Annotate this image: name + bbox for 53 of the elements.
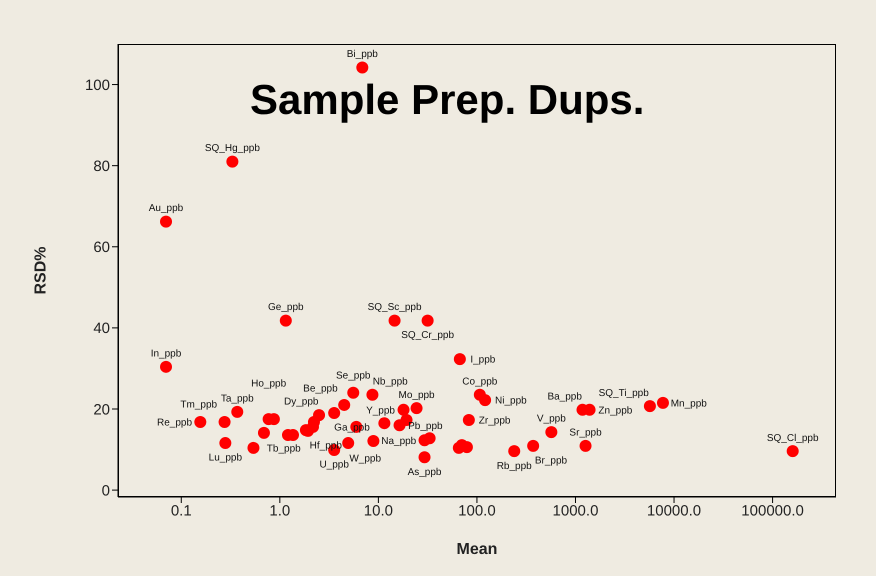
x-tick-label: 100.0: [458, 502, 496, 520]
data-label: Au_ppb: [148, 203, 184, 214]
data-label: I_ppb: [470, 354, 496, 366]
data-label: Zr_ppb: [478, 416, 511, 427]
text: Sample Prep. Dups.: [250, 76, 644, 124]
data-label: SQ_Cr_ppb: [401, 330, 454, 342]
data-label: Nb_ppb: [372, 376, 408, 388]
y-tick-label: 60: [93, 239, 110, 256]
data-label: Ni_ppb: [495, 396, 528, 407]
data-label: SQ_Ti_ppb: [598, 388, 650, 399]
data-label: Na_ppb: [381, 436, 417, 447]
data-label: Pb_ppb: [408, 420, 444, 432]
data-label: Re_ppb: [156, 418, 192, 429]
data-label: U_ppb: [319, 460, 350, 471]
data-label: Ta_ppb: [220, 393, 254, 404]
x-tick-label: 10.0: [364, 502, 393, 520]
data-label: Rb_ppb: [496, 460, 532, 472]
y-tick-label: 40: [93, 320, 110, 338]
data-label: SQ_Cl_ppb: [766, 432, 819, 444]
y-axis-title: RSD%: [32, 246, 50, 295]
data-label: Tb_ppb: [266, 444, 302, 455]
data-label: Mn_ppb: [670, 398, 708, 410]
data-label: W_ppb: [349, 454, 382, 465]
data-label: Dy_ppb: [284, 396, 319, 408]
x-tick-label: 1000.0: [552, 502, 598, 520]
y-tick-label: 80: [93, 158, 110, 175]
data-label: As_ppb: [408, 466, 442, 478]
data-label: Mo_ppb: [398, 390, 436, 401]
x-tick-label: 10000.0: [646, 502, 702, 520]
data-label: Sr_ppb: [569, 428, 602, 438]
data-label: V_ppb: [536, 414, 566, 425]
y-tick-label: 0: [102, 482, 110, 500]
x-tick-label: 100000.0: [741, 502, 804, 520]
data-label: Bi_ppb: [346, 49, 378, 60]
data-label: SQ_Hg_ppb: [204, 143, 260, 154]
x-axis-title: Mean: [456, 541, 498, 558]
data-label: Y_ppb: [366, 405, 396, 416]
data-label: Se_ppb: [336, 370, 371, 382]
data-label: Ge_ppb: [268, 302, 304, 314]
data-label: Tm_ppb: [180, 400, 218, 411]
y-tick-label: 100: [84, 76, 110, 94]
data-label: Ho_ppb: [251, 378, 287, 390]
data-label: Be_ppb: [303, 384, 338, 395]
x-tick-label: 1.0: [269, 502, 290, 520]
data-label: SQ_Sc_ppb: [368, 302, 422, 314]
data-label: Lu_ppb: [208, 452, 242, 464]
data-label: In_ppb: [150, 348, 182, 360]
x-tick-label: 0.1: [170, 502, 192, 520]
data-label: Br_ppb: [534, 456, 568, 466]
y-tick-label: 20: [93, 401, 110, 418]
data-label: Ba_ppb: [547, 391, 582, 402]
data-label: Co_ppb: [462, 376, 498, 388]
data-label: Zn_ppb: [598, 405, 633, 416]
